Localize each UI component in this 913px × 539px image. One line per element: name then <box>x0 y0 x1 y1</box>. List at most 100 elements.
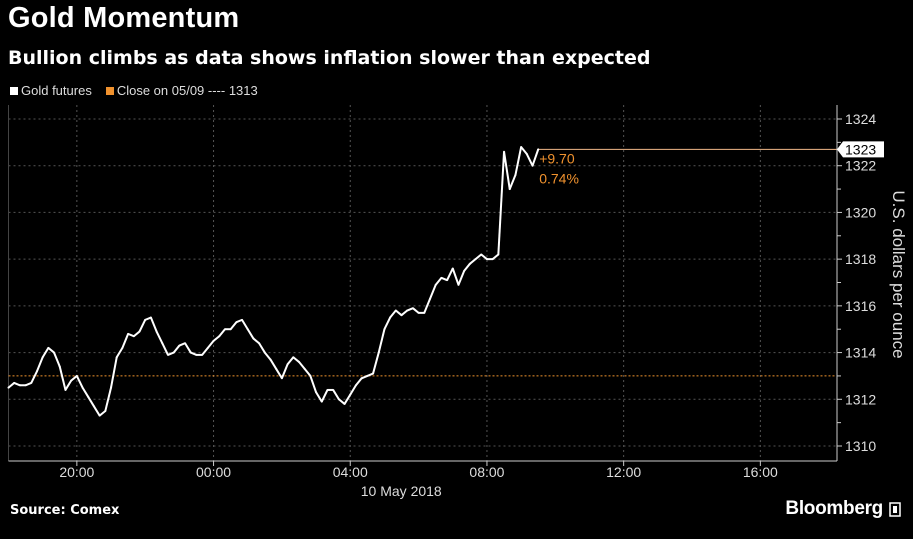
gold-futures-segment <box>98 410 106 417</box>
gold-futures-segment <box>520 146 528 155</box>
chart-subtitle: Bullion climbs as data shows inflation s… <box>8 47 651 69</box>
gold-futures-segment <box>104 387 112 412</box>
gold-futures-segment <box>332 389 340 400</box>
y-tick-label: 1316 <box>845 298 876 314</box>
y-tick-label: 1318 <box>845 251 876 267</box>
gold-futures-segment <box>64 380 73 391</box>
gold-futures-segment <box>446 268 454 281</box>
gold-futures-segment <box>121 333 130 349</box>
x-tick-label: 00:00 <box>196 464 231 480</box>
gold-futures-point <box>537 148 540 151</box>
legend-item-gold: Gold futures <box>10 83 92 98</box>
gold-futures-segment <box>218 328 226 337</box>
last-value-label: 1323 <box>845 141 876 157</box>
gold-futures-segment <box>172 344 181 354</box>
y-tick-label: 1322 <box>845 158 876 174</box>
gold-futures-segment <box>41 347 50 358</box>
x-tick-label: 12:00 <box>606 464 641 480</box>
gold-futures-segment <box>429 284 437 300</box>
bloomberg-logo-icon <box>889 502 903 518</box>
legend-swatch-close <box>105 86 114 95</box>
gold-futures-segment <box>264 351 272 361</box>
gold-futures-segment <box>451 268 460 286</box>
gold-futures-segment <box>497 151 506 255</box>
gold-futures-segment <box>13 382 21 387</box>
gold-futures-segment <box>508 174 517 190</box>
gold-futures-segment <box>235 318 243 324</box>
x-tick-label: 04:00 <box>333 464 368 480</box>
gold-futures-segment <box>201 347 209 356</box>
x-axis-label: 10 May 2018 <box>361 483 442 499</box>
gold-futures-segment <box>155 331 164 344</box>
x-tick-label: 08:00 <box>469 464 504 480</box>
gold-futures-segment <box>241 319 249 330</box>
gold-futures-segment <box>469 258 477 265</box>
gold-futures-segment <box>280 363 289 379</box>
legend-label-close: Close on 05/09 ---- 1313 <box>116 83 258 98</box>
gold-futures-segment <box>457 270 466 286</box>
gold-futures-segment <box>87 396 95 407</box>
gold-futures-segment <box>47 347 55 354</box>
y-tick-label: 1312 <box>845 391 876 407</box>
gold-futures-segment <box>30 370 38 384</box>
chart-title: Gold Momentum <box>8 2 240 34</box>
gold-futures-segment <box>366 372 374 377</box>
gold-futures-segment <box>423 298 431 314</box>
gold-futures-segment <box>400 309 408 316</box>
gold-futures-segment <box>252 337 260 345</box>
gold-futures-segment <box>75 375 84 389</box>
gold-futures-segment <box>110 357 118 388</box>
gold-futures-segment <box>463 263 471 272</box>
gold-futures-segment <box>70 375 78 382</box>
gold-futures-segment <box>178 342 186 347</box>
gold-futures-segment <box>58 366 67 391</box>
gold-futures-segment <box>167 351 175 356</box>
gold-futures-segment <box>161 342 169 356</box>
gold-futures-segment <box>412 307 420 314</box>
gold-futures-segment <box>514 146 523 176</box>
gold-futures-segment <box>338 398 346 405</box>
gold-futures-segment <box>127 332 135 338</box>
gold-futures-segment <box>93 405 101 417</box>
gold-futures-segment <box>343 394 352 405</box>
gold-futures-segment <box>269 359 278 370</box>
gold-futures-segment <box>361 375 368 380</box>
gold-futures-segment <box>292 356 300 363</box>
gold-futures-segment <box>115 347 124 358</box>
gold-futures-segment <box>190 351 197 356</box>
gold-futures-segment <box>36 356 44 372</box>
gold-futures-segment <box>320 389 329 403</box>
gold-futures-segment <box>298 361 306 370</box>
y-tick-label: 1324 <box>845 111 876 127</box>
gold-futures-segment <box>149 317 158 332</box>
gold-futures-segment <box>434 277 443 286</box>
gold-futures-segment <box>7 382 15 389</box>
gold-futures-segment <box>81 387 90 398</box>
gold-futures-segment <box>303 368 312 377</box>
gold-futures-segment <box>25 382 32 387</box>
y-axis-label: U.S. dollars per ounce <box>889 190 908 358</box>
x-tick-label: 20:00 <box>59 464 94 480</box>
source-note: Source: Comex <box>10 503 120 518</box>
gold-futures-segment <box>246 328 255 340</box>
gold-futures-segment <box>212 335 220 342</box>
gold-futures-segment <box>144 316 152 321</box>
gold-futures-segment <box>275 368 283 379</box>
y-tick-label: 1310 <box>845 438 876 454</box>
gold-futures-segment <box>503 151 511 190</box>
gold-futures-segment <box>258 342 266 354</box>
last-value-marker <box>837 141 884 158</box>
gold-futures-segment <box>406 307 414 312</box>
gold-futures-segment <box>309 375 318 393</box>
gold-futures-segment <box>474 253 482 260</box>
y-tick-label: 1314 <box>845 345 876 361</box>
legend-label-gold: Gold futures <box>21 83 92 98</box>
y-tick-label: 1320 <box>845 204 876 220</box>
bloomberg-logo: Bloomberg <box>785 498 883 519</box>
gold-futures-segment <box>286 356 295 365</box>
gold-futures-segment <box>315 391 323 403</box>
gold-futures-segment <box>480 253 488 260</box>
gold-futures-segment <box>133 330 141 337</box>
gold-futures-segment <box>492 253 499 260</box>
gold-futures-segment <box>355 377 363 386</box>
